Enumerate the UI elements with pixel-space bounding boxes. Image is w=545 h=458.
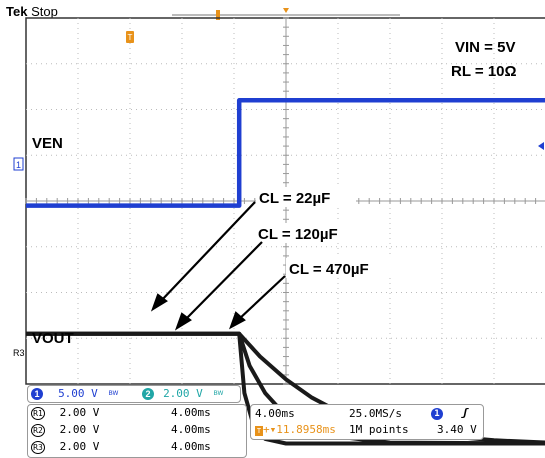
- trace-ven: [26, 98, 545, 208]
- sample-rate: 25.0MS/s: [349, 407, 402, 420]
- ch1-bandwidth-icon: ᴮᵂ: [108, 389, 119, 399]
- ref1-scale: 2.00 V: [59, 406, 100, 419]
- trigger-source: 1 ʃ: [431, 406, 468, 420]
- ref1-time: 4.00ms: [171, 406, 211, 419]
- timebase-scale: 4.00ms: [255, 407, 295, 420]
- ref3-time: 4.00ms: [171, 440, 211, 453]
- trigger-marker: T: [126, 31, 134, 43]
- ch1-ground-marker: 1: [13, 157, 24, 171]
- cl120-arrow: [183, 241, 263, 322]
- acquisition-state: Stop: [31, 4, 58, 19]
- cl22-label: CL = 22µF: [259, 190, 330, 207]
- trigger-channel-badge: 1: [431, 408, 443, 420]
- ch1-scale: 5.00 V: [58, 387, 98, 400]
- cl470-arrow: [237, 275, 286, 321]
- ref3-scale: 2.00 V: [59, 440, 100, 453]
- cl470-arrowhead: [229, 311, 246, 330]
- ref1-badge: R1: [31, 407, 45, 420]
- record-marker: [216, 10, 220, 20]
- channel-scale-bar: 1 5.00 V ᴮᵂ 2 2.00 V ᴮᵂ: [27, 385, 241, 403]
- ref3-ground-marker: R3: [13, 348, 25, 358]
- vin-label: VIN = 5V: [455, 39, 515, 56]
- cl22-arrow: [159, 201, 256, 303]
- ch1-readout[interactable]: 1 5.00 V ᴮᵂ: [31, 387, 118, 400]
- brand-label: Tek: [6, 4, 28, 19]
- cl22-label-bg: [256, 187, 356, 207]
- ch2-scale: 2.00 V: [163, 387, 203, 400]
- ref2-time: 4.00ms: [171, 423, 211, 436]
- trigger-t-small-icon: T: [255, 426, 263, 436]
- cl470-label: CL = 470µF: [289, 261, 369, 278]
- svg-text:T: T: [128, 33, 133, 42]
- ref3-badge: R3: [31, 441, 45, 454]
- trigger-level: 3.40 V: [437, 423, 477, 436]
- ch1-badge: 1: [31, 388, 43, 400]
- svg-text:1: 1: [16, 160, 21, 170]
- timebase-panel[interactable]: 4.00ms 25.0MS/s 1 ʃ T +▾11.8958ms 1M poin…: [250, 404, 484, 440]
- trigger-position-arrow: [283, 8, 289, 13]
- cl470-label-bg: [286, 258, 398, 278]
- rl-label: RL = 10Ω: [451, 63, 517, 80]
- callout-arrows: [150, 201, 286, 331]
- ch2-bandwidth-icon: ᴮᵂ: [213, 389, 224, 399]
- record-length: 1M points: [349, 423, 409, 436]
- ref2-row[interactable]: R2 2.00 V 4.00ms: [31, 423, 211, 437]
- trigger-position: T +▾11.8958ms: [255, 423, 336, 436]
- reference-panel: R1 2.00 V 4.00ms R2 2.00 V 4.00ms R3 2.0…: [27, 404, 247, 458]
- ref2-badge: R2: [31, 424, 45, 437]
- ven-label: VEN: [32, 135, 63, 152]
- trigger-level-arrow: [538, 142, 544, 150]
- trigger-t-icon: [126, 31, 134, 43]
- cl120-label: CL = 120µF: [258, 226, 338, 243]
- ch2-readout[interactable]: 2 2.00 V ᴮᵂ: [142, 387, 223, 400]
- cl22-arrowhead: [150, 293, 168, 312]
- cl120-label-bg: [255, 223, 367, 243]
- ch2-badge: 2: [142, 388, 154, 400]
- ref2-scale: 2.00 V: [59, 423, 100, 436]
- cl120-arrowhead: [174, 312, 192, 331]
- ref3-row[interactable]: R3 2.00 V 4.00ms: [31, 440, 211, 454]
- rising-edge-icon: ʃ: [461, 406, 469, 419]
- vout-label: VOUT: [32, 330, 74, 347]
- ref1-row[interactable]: R1 2.00 V 4.00ms: [31, 406, 211, 420]
- scope-header: Tek Stop: [6, 4, 58, 19]
